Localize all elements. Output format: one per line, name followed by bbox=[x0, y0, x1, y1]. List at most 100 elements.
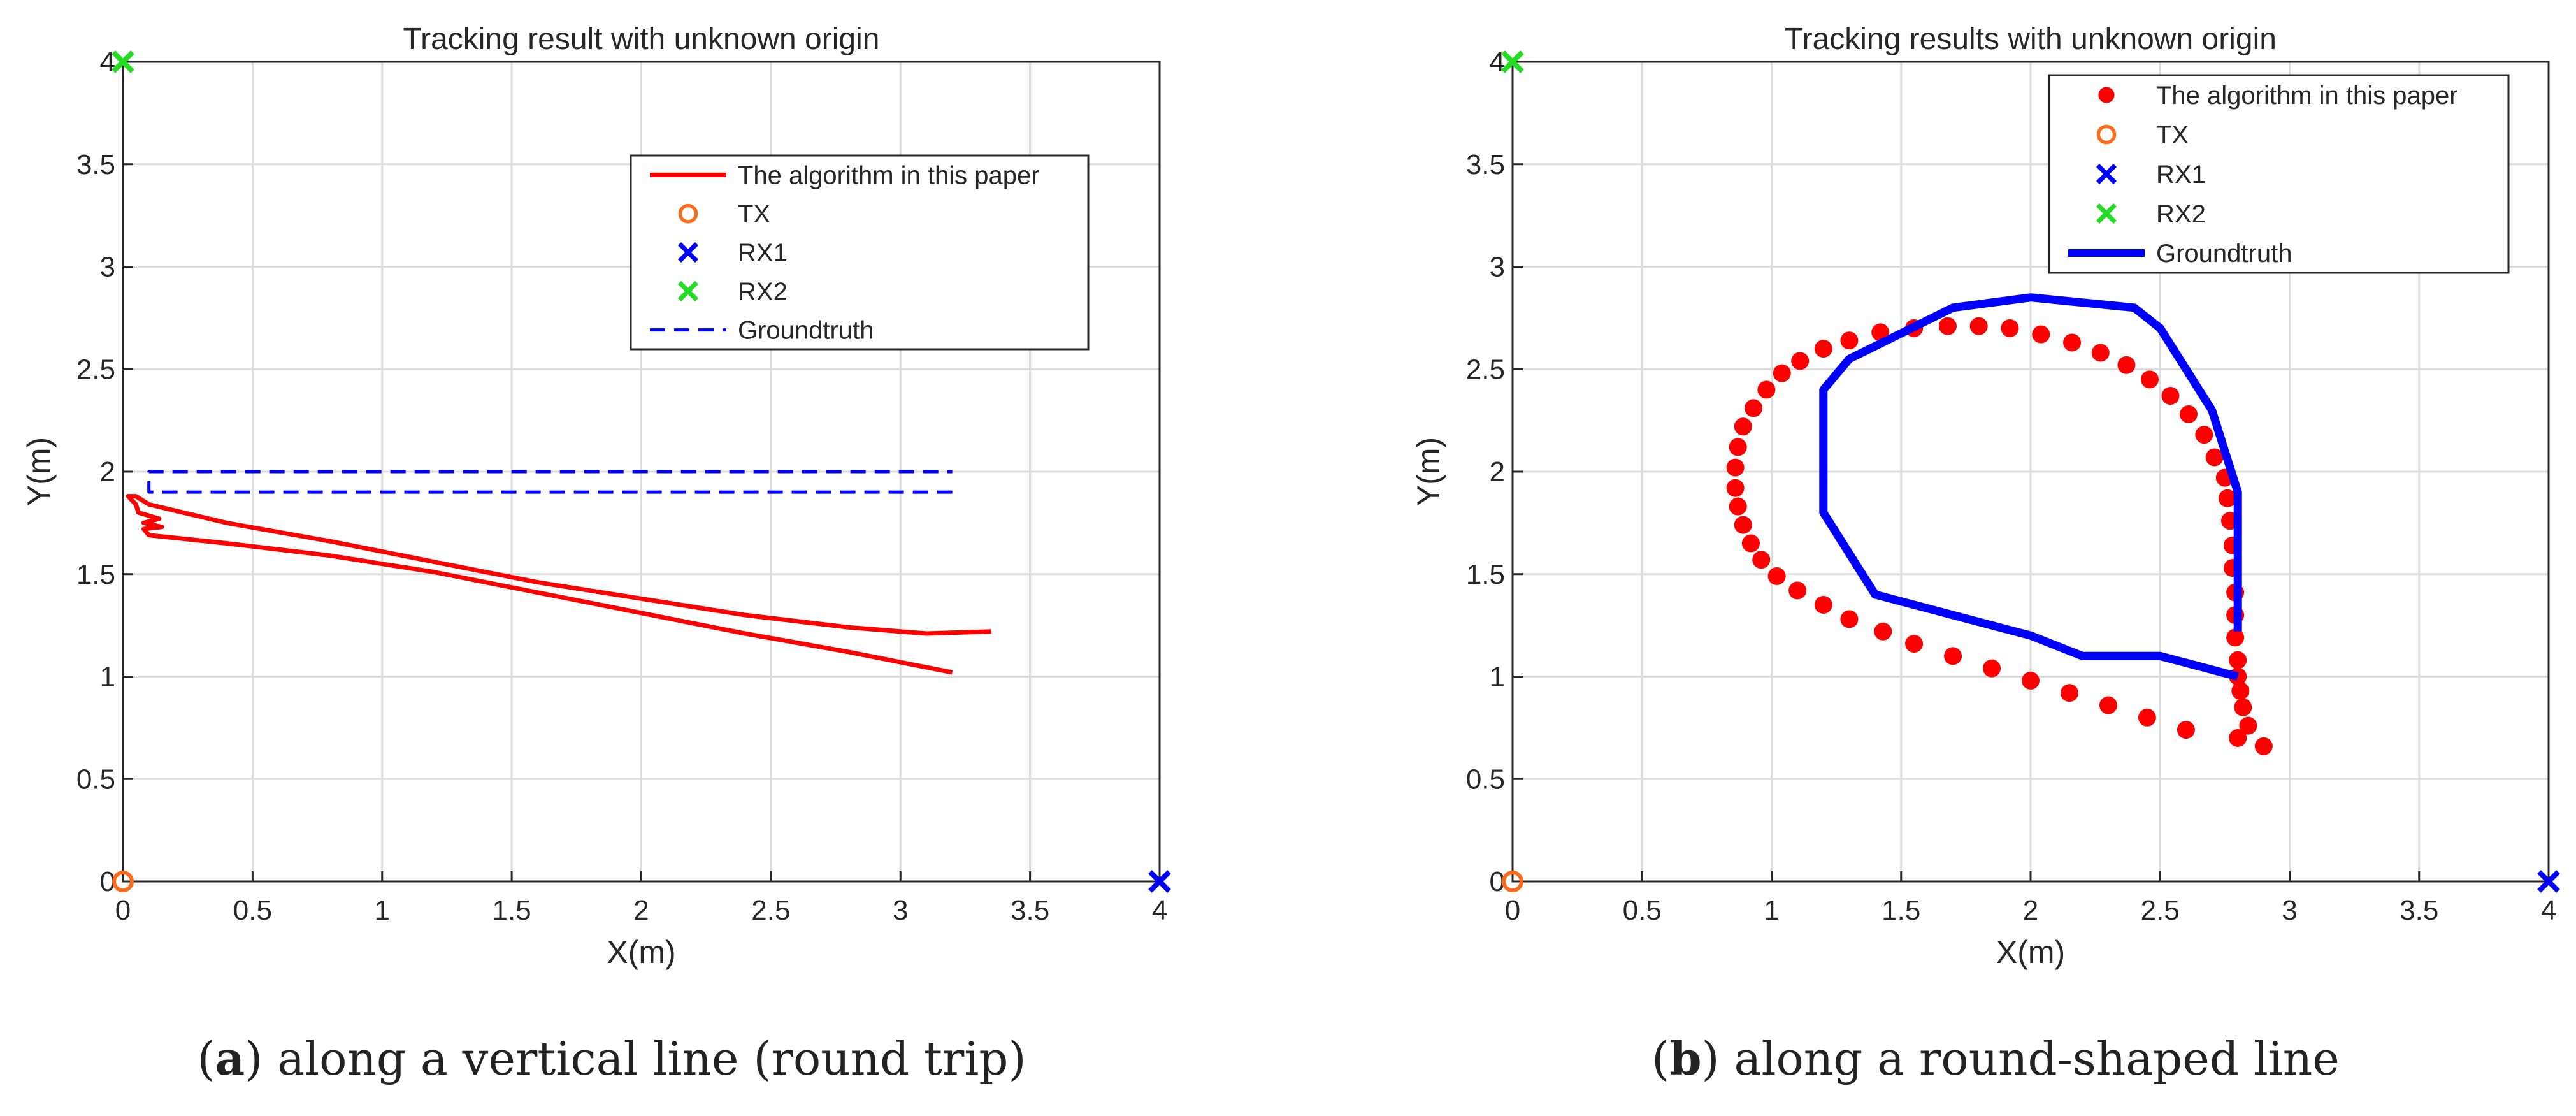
data-point bbox=[1814, 595, 1832, 614]
data-point bbox=[2138, 708, 2156, 727]
series-tx bbox=[1502, 871, 1523, 892]
data-point bbox=[2177, 721, 2195, 739]
chart-panel-b: 0 0.5 1 1.5 2 2.5 3 3.5 400.511.522.533.54Tracki… bbox=[1411, 22, 2560, 970]
data-point bbox=[1741, 534, 1760, 553]
x-tick-label: 2.5 bbox=[2141, 895, 2180, 926]
series-rx1 bbox=[2537, 870, 2560, 893]
data-point bbox=[1729, 497, 1747, 516]
legend-swatch bbox=[2098, 87, 2115, 103]
series-rx2 bbox=[112, 50, 134, 73]
data-point bbox=[2537, 870, 2560, 893]
series-line bbox=[147, 470, 953, 494]
data-point bbox=[1757, 380, 1776, 399]
data-point bbox=[2001, 319, 2019, 337]
legend-label: RX2 bbox=[738, 278, 788, 306]
x-tick-label: 2 bbox=[633, 895, 649, 926]
x-tick-label: 0 bbox=[1505, 895, 1520, 926]
x-axis-label: X(m) bbox=[607, 934, 675, 970]
legend-label: TX bbox=[738, 200, 770, 228]
legend: The algorithm in this paper TX RX1 RX2 Groun… bbox=[630, 154, 1090, 351]
data-point bbox=[1767, 567, 1786, 585]
y-tick-label: 1.5 bbox=[1466, 559, 1505, 590]
data-point bbox=[2179, 405, 2198, 423]
legend-label: TX bbox=[2156, 121, 2189, 149]
legend-swatch bbox=[677, 280, 699, 301]
series-tx bbox=[112, 871, 134, 892]
data-point bbox=[1874, 622, 1892, 641]
data-point bbox=[2254, 737, 2273, 755]
y-tick-label: 1 bbox=[100, 662, 115, 693]
x-tick-label: 2 bbox=[2023, 895, 2038, 926]
data-point bbox=[1788, 581, 1807, 600]
series-line bbox=[1819, 293, 2242, 681]
data-point bbox=[1745, 399, 1763, 417]
legend-box bbox=[2048, 74, 2510, 274]
data-point bbox=[1905, 635, 1924, 653]
y-tick-label: 4 bbox=[1490, 47, 1505, 78]
y-axis-label: Y(m) bbox=[21, 437, 57, 506]
legend-label: RX1 bbox=[2156, 161, 2206, 189]
legend-label: The algorithm in this paper bbox=[2156, 82, 2458, 110]
caption-b: (b) along a round-shaped line bbox=[1651, 1031, 2340, 1085]
data-point bbox=[1752, 551, 1771, 569]
y-tick-label: 3.5 bbox=[1466, 149, 1505, 180]
legend-label: RX1 bbox=[738, 239, 788, 267]
data-point bbox=[112, 50, 134, 73]
data-point bbox=[2063, 333, 2082, 352]
legend-swatch bbox=[2096, 124, 2117, 145]
data-point bbox=[1791, 352, 1810, 370]
y-tick-label: 2.5 bbox=[76, 354, 115, 385]
data-point bbox=[2205, 448, 2224, 467]
data-point bbox=[1969, 317, 1988, 335]
legend-swatch bbox=[678, 203, 698, 224]
y-tick-label: 3.5 bbox=[76, 149, 115, 180]
data-point bbox=[1148, 870, 1171, 893]
y-tick-label: 0.5 bbox=[76, 764, 115, 795]
data-point bbox=[2022, 671, 2040, 690]
data-point bbox=[1944, 647, 1962, 665]
data-point bbox=[1938, 317, 1957, 335]
y-tick-label: 1.5 bbox=[76, 559, 115, 590]
series-line bbox=[126, 494, 991, 675]
data-point bbox=[2117, 356, 2136, 374]
y-axis-label: Y(m) bbox=[1411, 437, 1446, 506]
x-tick-label: 2.5 bbox=[751, 895, 790, 926]
chart-panel-a: 0 0.5 1 1.5 2 2.5 3 3.5 400.511.522.533.54Tracki… bbox=[21, 22, 1171, 970]
y-tick-label: 2.5 bbox=[1466, 354, 1505, 385]
y-tick-label: 3 bbox=[100, 252, 115, 283]
series-rx1 bbox=[1148, 870, 1171, 893]
data-point bbox=[2140, 370, 2159, 389]
data-point bbox=[1726, 458, 1745, 477]
data-point bbox=[2229, 651, 2247, 669]
legend-label: RX2 bbox=[2156, 200, 2206, 228]
x-tick-label: 3 bbox=[2282, 895, 2297, 926]
data-point bbox=[1773, 364, 1791, 382]
y-tick-label: 2 bbox=[1490, 456, 1505, 488]
data-point bbox=[2226, 628, 2245, 647]
data-point bbox=[2218, 489, 2236, 507]
data-point bbox=[1983, 659, 2001, 678]
series-groundtruth bbox=[147, 470, 953, 494]
y-tick-label: 0.5 bbox=[1466, 764, 1505, 795]
x-tick-label: 3.5 bbox=[2400, 895, 2438, 926]
caption-b-text: ) along a round-shaped line bbox=[1701, 1032, 2340, 1085]
data-point bbox=[1814, 340, 1832, 358]
data-point bbox=[1840, 610, 1859, 628]
legend-box bbox=[630, 154, 1090, 351]
legend-swatch bbox=[2096, 163, 2117, 185]
series-the-algorithm-in-this-paper bbox=[1726, 317, 2273, 755]
x-tick-label: 3 bbox=[893, 895, 908, 926]
x-tick-label: 0.5 bbox=[233, 895, 272, 926]
data-point bbox=[2195, 426, 2213, 444]
x-tick-label: 4 bbox=[2541, 895, 2556, 926]
data-point bbox=[112, 871, 134, 892]
chart-title: Tracking results with unknown origin bbox=[1785, 22, 2277, 56]
x-tick-label: 1 bbox=[375, 895, 390, 926]
x-tick-label: 0.5 bbox=[1623, 895, 1662, 926]
caption-a: (a) along a vertical line (round trip) bbox=[197, 1031, 1026, 1085]
y-tick-label: 3 bbox=[1490, 252, 1505, 283]
y-tick-label: 4 bbox=[100, 47, 115, 78]
legend-label: Groundtruth bbox=[2156, 240, 2292, 268]
x-tick-label: 4 bbox=[1152, 895, 1167, 926]
data-point bbox=[1726, 479, 1745, 497]
